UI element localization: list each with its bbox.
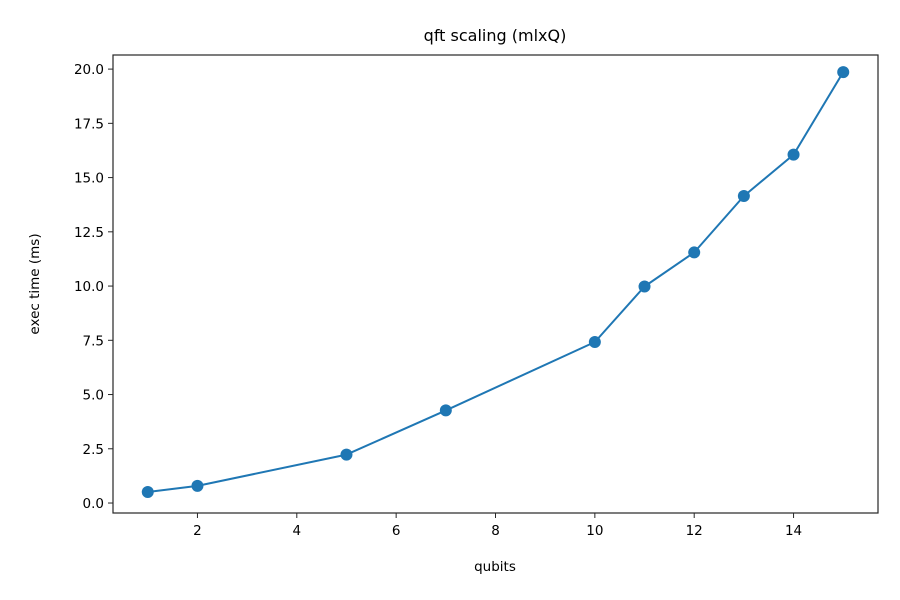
x-tick-label: 4 bbox=[293, 523, 302, 539]
y-tick-label: 2.5 bbox=[83, 442, 104, 458]
y-tick-label: 15.0 bbox=[74, 171, 104, 187]
y-tick-label: 17.5 bbox=[74, 116, 104, 132]
x-tick-label: 6 bbox=[392, 523, 401, 539]
x-tick-label: 12 bbox=[686, 523, 703, 539]
y-axis-label: exec time (ms) bbox=[27, 233, 43, 334]
x-tick-label: 14 bbox=[785, 523, 802, 539]
data-point-marker bbox=[688, 246, 701, 259]
data-point-marker bbox=[141, 485, 154, 498]
data-point-marker bbox=[588, 336, 601, 349]
x-axis: 2 4 6 8 10 12 14 bbox=[193, 513, 802, 539]
x-tick-label: 10 bbox=[586, 523, 603, 539]
x-tick-label: 8 bbox=[491, 523, 500, 539]
data-point-marker bbox=[439, 404, 452, 417]
series-line bbox=[147, 71, 845, 493]
y-axis: 0.0 2.5 5.0 7.5 10.0 12.5 15.0 17.5 20.0 bbox=[74, 62, 113, 512]
y-tick-label: 10.0 bbox=[74, 279, 104, 295]
y-tick-label: 5.0 bbox=[83, 388, 104, 404]
y-tick-label: 0.0 bbox=[83, 496, 104, 512]
data-point-marker bbox=[340, 448, 353, 461]
axes-frame bbox=[112, 54, 879, 514]
y-tick-label: 7.5 bbox=[83, 333, 104, 349]
x-tick-label: 2 bbox=[193, 523, 202, 539]
data-point-marker bbox=[638, 280, 651, 293]
x-axis-label: qubits bbox=[474, 559, 516, 575]
data-point-marker bbox=[737, 190, 750, 203]
data-point-marker bbox=[787, 148, 800, 161]
plot-area bbox=[141, 66, 850, 498]
data-point-marker bbox=[191, 479, 204, 492]
data-point-marker bbox=[837, 66, 850, 79]
chart-title: qft scaling (mlxQ) bbox=[424, 26, 567, 45]
y-tick-label: 20.0 bbox=[74, 62, 104, 78]
y-tick-label: 12.5 bbox=[74, 225, 104, 241]
